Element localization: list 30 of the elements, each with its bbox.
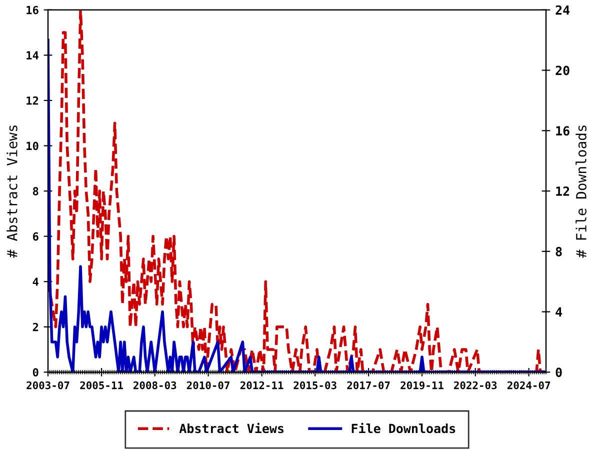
y2-tick-label: 20 [556,66,570,76]
x-tick-label: 2008-03 [134,381,176,390]
x-tick-label: 2019-11 [400,381,444,390]
y-tick-label: 6 [32,232,38,241]
y-tick-label: 4 [32,278,38,286]
y2-tick-label: 16 [556,126,570,136]
y-tick-label: 0 [32,368,38,377]
y-axis-title: # Abstract Views [6,126,18,258]
x-tick-label: 2022-03 [454,381,497,390]
legend-label: Abstract Views [179,422,284,434]
x-tick-label: 2010-07 [186,381,230,390]
x-tick-label: 2017-07 [347,381,390,390]
x-tick-label: 2003-07 [26,381,70,390]
y-tick-label: 2 [32,322,38,332]
y-tick-label: 16 [26,6,38,14]
y2-tick-label: 12 [556,186,570,196]
y-tick-label: 10 [26,142,38,150]
y2-tick-label: 0 [556,368,562,378]
y2-tick-label: 8 [556,246,562,256]
y2-tick-label: 24 [556,5,570,15]
legend-label: File Downloads [352,422,456,434]
y2-axis-title: # File Downloads [576,126,586,258]
y-tick-label: 14 [26,51,38,60]
x-tick-label: 2005-11 [80,381,123,390]
y2-tick-label: 4 [556,307,562,317]
y-tick-label: 12 [26,96,38,105]
x-tick-label: 2012-11 [240,381,284,390]
x-tick-label: 2015-03 [294,381,336,390]
x-tick-label: 2024-07 [507,381,550,390]
y-tick-label: 8 [32,187,38,196]
